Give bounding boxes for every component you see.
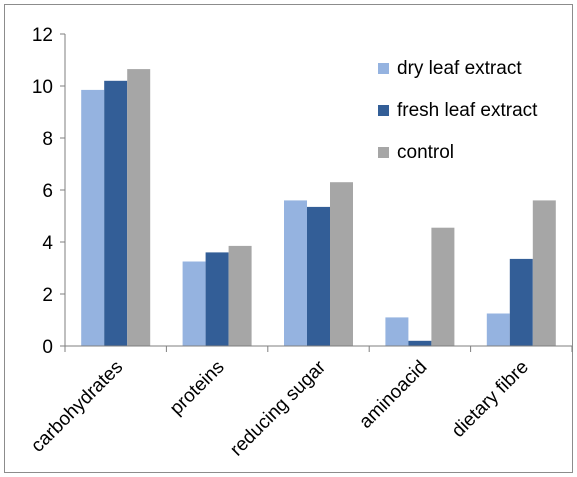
bar-proteins-dry-leaf-extract xyxy=(182,261,206,346)
legend-swatch xyxy=(378,105,389,116)
legend-swatch xyxy=(378,63,389,74)
category-label: carbohydrates xyxy=(27,357,127,457)
legend-label: dry leaf extract xyxy=(397,58,522,79)
y-tick-label: 6 xyxy=(42,181,53,202)
y-tick-label: 8 xyxy=(42,129,53,150)
bar-reducing-sugar-dry-leaf-extract xyxy=(284,200,307,346)
y-tick-label: 12 xyxy=(32,25,53,46)
bar-aminoacid-dry-leaf-extract xyxy=(385,317,409,346)
bar-proteins-control xyxy=(228,245,252,346)
bar-aminoacid-fresh-leaf-extract xyxy=(408,340,432,346)
y-tick-labels: 0 2 4 6 8 10 12 xyxy=(32,25,54,358)
y-tick-label: 0 xyxy=(42,337,53,358)
bar-proteins-fresh-leaf-extract xyxy=(205,252,229,346)
legend: dry leaf extract fresh leaf extract contro… xyxy=(378,58,538,163)
bar-carbohydrates-dry-leaf-extract xyxy=(81,89,105,347)
axes-layer xyxy=(60,33,573,352)
category-label: reducing sugar xyxy=(226,356,330,460)
y-tick-label: 2 xyxy=(42,285,53,306)
legend-swatch xyxy=(378,147,389,158)
bars-layer xyxy=(81,69,556,347)
category-label: dietary fibre xyxy=(448,357,533,442)
bar-dietary-fibre-control xyxy=(532,200,556,346)
legend-label: control xyxy=(397,142,454,163)
y-tick-label: 4 xyxy=(42,233,53,254)
bar-dietary-fibre-dry-leaf-extract xyxy=(486,313,510,346)
bar-reducing-sugar-control xyxy=(330,182,353,346)
bar-carbohydrates-control xyxy=(127,69,151,346)
bar-aminoacid-control xyxy=(431,227,455,346)
category-label: aminoacid xyxy=(355,357,431,433)
bar-carbohydrates-fresh-leaf-extract xyxy=(104,80,128,347)
bar-reducing-sugar-fresh-leaf-extract xyxy=(307,206,330,346)
bar-dietary-fibre-fresh-leaf-extract xyxy=(509,258,533,346)
legend-label: fresh leaf extract xyxy=(397,100,538,121)
y-tick-label: 10 xyxy=(32,77,53,98)
category-label: proteins xyxy=(166,357,229,420)
